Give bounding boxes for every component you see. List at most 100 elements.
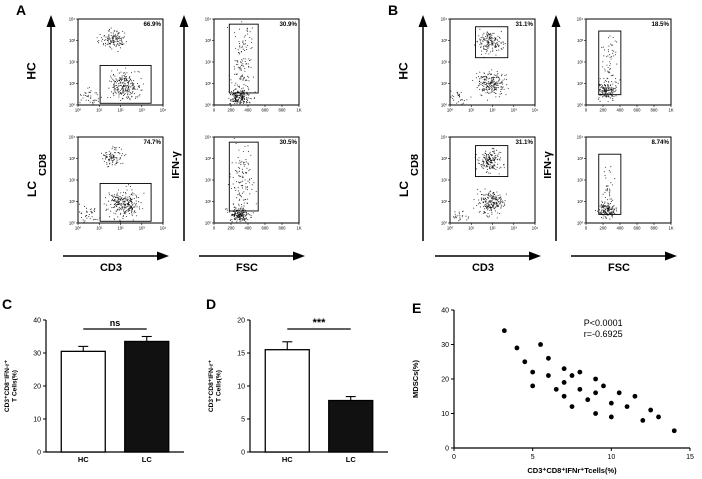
cd8-axis-label: CD8	[411, 154, 421, 176]
panel-a-plot-lc-ifn-fsc: 0 200 400 600 800 1K 10⁰ 10¹ 10² 10³ 10⁴ 30.5%	[193, 130, 305, 248]
svg-text:10⁰: 10⁰	[205, 103, 212, 108]
panel-b: B HC LC CD8 10⁰ 10¹ 10² 10³ 10⁴ 10⁰ 10¹ 10² 10³ 1…	[388, 2, 684, 282]
svg-text:0: 0	[213, 226, 216, 231]
svg-text:40: 40	[441, 308, 449, 315]
svg-text:10²: 10²	[117, 226, 124, 231]
fsc-axis-arrow: FSC	[571, 251, 677, 273]
svg-text:20: 20	[237, 318, 245, 325]
panel-a-yaxis-cd8: CD8	[39, 12, 57, 248]
panel-a-xaxis-cd3: CD3	[57, 248, 169, 274]
svg-text:40: 40	[33, 318, 41, 325]
panel-a-plot-hc-cd3cd8: 10⁰ 10¹ 10² 10³ 10⁴ 10⁰ 10¹ 10² 10³ 10⁴ 66.9%	[57, 12, 169, 130]
panel-a-plot-hc-ifn-fsc: 0 200 400 600 800 1K 10⁰ 10¹ 10² 10³ 10⁴ 30.9%	[193, 12, 305, 130]
svg-text:10¹: 10¹	[468, 226, 475, 231]
svg-text:10⁴: 10⁴	[577, 135, 584, 140]
svg-text:10⁰: 10⁰	[447, 108, 454, 113]
svg-text:31.1%: 31.1%	[515, 21, 533, 28]
svg-text:10³: 10³	[139, 108, 146, 113]
row-label-hc: HC	[25, 62, 39, 80]
flow-plot-a-hc-cd3cd8: 10⁰ 10¹ 10² 10³ 10⁴ 10⁰ 10¹ 10² 10³ 10⁴ 66.9%	[69, 17, 167, 113]
bar-chart-d: 0 5 10 15 20 HC LC *** CD3⁺CD8⁺IFN-r⁺T Cells(%)	[208, 317, 388, 464]
svg-text:r=-0.6925: r=-0.6925	[584, 329, 623, 339]
svg-text:LC: LC	[346, 455, 357, 464]
svg-text:200: 200	[600, 108, 608, 113]
svg-text:10³: 10³	[577, 156, 584, 161]
svg-text:10³: 10³	[441, 38, 448, 43]
panel-b-yaxis-ifng: IFN-γ	[541, 12, 565, 248]
svg-text:LC: LC	[142, 455, 153, 464]
flow-plot-b-lc-cd3cd8: 10⁰ 10¹ 10² 10³ 10⁴ 10⁰ 10¹ 10² 10³ 10⁴ 31.1%	[441, 135, 539, 231]
svg-text:10³: 10³	[511, 226, 518, 231]
svg-text:8.74%: 8.74%	[651, 139, 669, 146]
panel-a-row-lc: LC	[25, 130, 39, 248]
panel-b-plot-lc-ifn-fsc: 0 200 400 600 800 1K 10⁰ 10¹ 10² 10³ 10⁴ 8.74%	[565, 130, 677, 248]
svg-text:10⁴: 10⁴	[160, 226, 167, 231]
svg-text:CD3⁺CD8⁻IFN-r⁺T Cells(%): CD3⁺CD8⁻IFN-r⁺T Cells(%)	[4, 359, 18, 412]
svg-text:10⁴: 10⁴	[532, 226, 539, 231]
svg-text:10¹: 10¹	[96, 108, 103, 113]
panel-d: D 0 5 10 15 20 HC LC *** CD3⁺CD8⁺IFN-r⁺T Cells(%…	[204, 296, 400, 478]
panel-b-xaxis-cd3: CD3	[429, 248, 541, 274]
svg-text:1K: 1K	[296, 226, 301, 231]
svg-text:10³: 10³	[511, 108, 518, 113]
row-label-lc: LC	[25, 181, 39, 197]
panel-b-label: B	[388, 2, 399, 18]
svg-text:10²: 10²	[577, 178, 584, 183]
panel-b-yaxis-cd8: CD8	[411, 12, 429, 248]
svg-text:600: 600	[262, 226, 270, 231]
svg-text:10²: 10²	[441, 60, 448, 65]
svg-text:30.5%: 30.5%	[279, 139, 297, 146]
svg-text:10²: 10²	[441, 178, 448, 183]
svg-text:400: 400	[617, 108, 625, 113]
panel-b-xaxis-fsc: FSC	[565, 248, 677, 274]
svg-text:74.7%: 74.7%	[143, 139, 161, 146]
svg-text:200: 200	[228, 226, 236, 231]
svg-text:10⁴: 10⁴	[160, 108, 167, 113]
svg-text:10²: 10²	[205, 60, 212, 65]
panel-b-grid: HC LC CD8 10⁰ 10¹ 10² 10³ 10⁴ 10⁰ 10¹ 10² 10³ 10⁴…	[397, 12, 684, 274]
svg-text:10²: 10²	[69, 178, 76, 183]
svg-text:400: 400	[245, 108, 253, 113]
svg-text:1K: 1K	[668, 226, 673, 231]
svg-text:10⁴: 10⁴	[69, 17, 76, 22]
svg-text:400: 400	[617, 226, 625, 231]
ifng-axis-arrow: IFN-γ	[172, 15, 189, 241]
svg-text:10⁰: 10⁰	[441, 103, 448, 108]
row-label-lc: LC	[397, 181, 411, 197]
svg-text:10: 10	[237, 384, 245, 391]
svg-text:10²: 10²	[69, 60, 76, 65]
svg-text:10⁰: 10⁰	[75, 226, 82, 231]
panel-a-xaxis-fsc: FSC	[193, 248, 305, 274]
row-label-hc: HC	[397, 62, 411, 80]
svg-text:10²: 10²	[489, 226, 496, 231]
svg-text:10⁰: 10⁰	[447, 226, 454, 231]
panel-e: E 0 5 10 15 0 10 20 30 40 P<0.0001 r=-0.6925 CD3⁺CD…	[404, 296, 702, 478]
panel-c-label: C	[2, 296, 13, 312]
panel-b-plot-hc-ifn-fsc: 0 200 400 600 800 1K 10⁰ 10¹ 10² 10³ 10⁴ 18.5%	[565, 12, 677, 130]
svg-text:1K: 1K	[668, 108, 673, 113]
svg-text:10⁰: 10⁰	[441, 221, 448, 226]
panel-d-label: D	[206, 296, 217, 312]
svg-text:10⁰: 10⁰	[69, 221, 76, 226]
svg-text:20: 20	[441, 377, 449, 384]
panel-a-plot-lc-cd3cd8: 10⁰ 10¹ 10² 10³ 10⁴ 10⁰ 10¹ 10² 10³ 10⁴ 74.7%	[57, 130, 169, 248]
svg-text:10³: 10³	[139, 226, 146, 231]
panel-a-label: A	[16, 2, 27, 18]
panel-a: A HC LC CD8 10⁰ 10¹ 10² 10³ 10⁴ 10⁰ 10¹ 10² 10³ 1…	[16, 2, 312, 282]
panel-a-yaxis-ifng: IFN-γ	[169, 12, 193, 248]
svg-text:10³: 10³	[441, 156, 448, 161]
svg-text:5: 5	[531, 454, 535, 461]
panel-b-plot-hc-cd3cd8: 10⁰ 10¹ 10² 10³ 10⁴ 10⁰ 10¹ 10² 10³ 10⁴ 31.1%	[429, 12, 541, 130]
panel-b-row-hc: HC	[397, 12, 411, 130]
svg-text:10²: 10²	[577, 60, 584, 65]
svg-text:30: 30	[441, 342, 449, 349]
svg-text:10⁴: 10⁴	[577, 17, 584, 22]
panel-b-plot-lc-cd3cd8: 10⁰ 10¹ 10² 10³ 10⁴ 10⁰ 10¹ 10² 10³ 10⁴ 31.1%	[429, 130, 541, 248]
ifng-axis-label: IFN-γ	[544, 150, 554, 178]
svg-text:***: ***	[313, 317, 327, 329]
cd3-axis-arrow: CD3	[63, 251, 169, 273]
svg-text:HC: HC	[282, 455, 293, 464]
bar-chart-c: 0 10 20 30 40 HC LC ns CD3⁺CD8⁻IFN-r⁺T Cells(%)	[4, 318, 184, 464]
svg-text:10⁰: 10⁰	[205, 221, 212, 226]
svg-text:10³: 10³	[69, 156, 76, 161]
